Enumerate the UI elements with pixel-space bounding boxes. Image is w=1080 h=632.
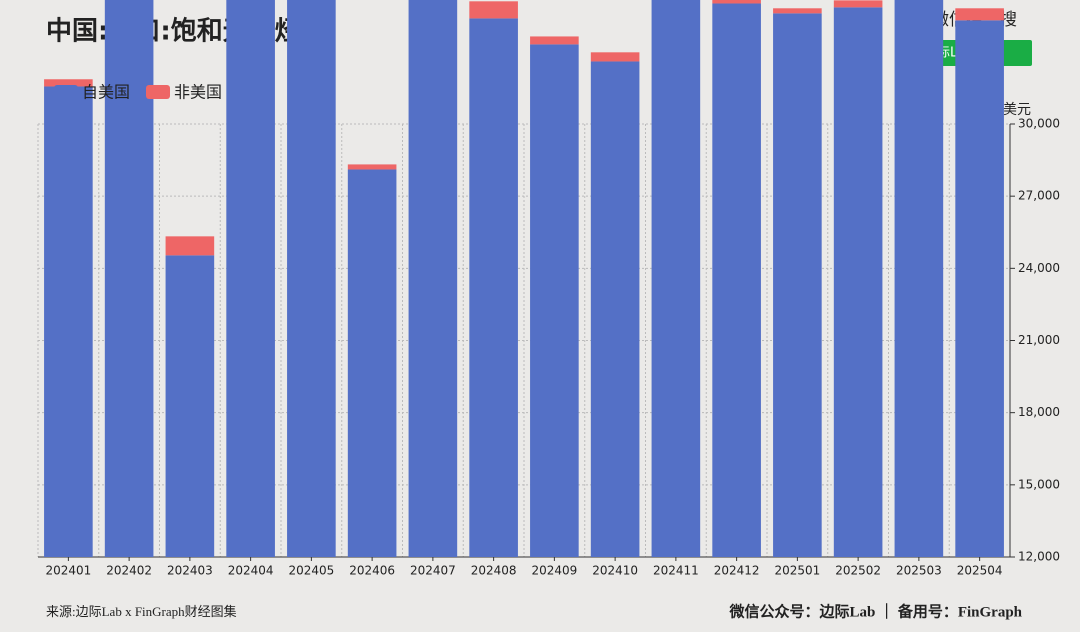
bar-segment — [773, 13, 822, 558]
bar-segment — [165, 255, 215, 558]
bar-segment — [44, 79, 93, 87]
bar-segment — [165, 236, 215, 256]
bar-segment — [955, 8, 1004, 21]
bar-segment — [773, 8, 822, 14]
bar-segment — [955, 20, 1004, 557]
x-tick-label: 202502 — [835, 564, 881, 578]
legend-swatch — [54, 85, 78, 99]
bar-segment — [408, 0, 458, 558]
legend-label: 非美国 — [174, 83, 222, 102]
y-tick-label: 24,000 — [1018, 261, 1060, 275]
bar-segment — [287, 0, 336, 557]
bar-segment — [104, 0, 154, 557]
y-tick-label: 12,000 — [1018, 550, 1060, 564]
y-tick-label: 21,000 — [1018, 333, 1060, 347]
bar-segment — [530, 36, 579, 45]
x-tick-label: 202404 — [228, 564, 274, 578]
x-tick-label: 202401 — [45, 564, 91, 578]
bar-segment — [894, 0, 944, 557]
x-tick-label: 202405 — [288, 564, 334, 578]
bar-segment — [347, 169, 397, 557]
x-tick-label: 202501 — [774, 564, 820, 578]
bar-segment — [347, 164, 397, 170]
y-tick-label: 30,000 — [1018, 117, 1060, 131]
bar-segment — [590, 61, 640, 557]
bar-segment — [530, 44, 579, 558]
x-tick-label: 202504 — [957, 564, 1003, 578]
y-tick-label: 27,000 — [1018, 189, 1060, 203]
x-tick-label: 202503 — [896, 564, 942, 578]
x-tick-label: 202408 — [471, 564, 517, 578]
x-tick-label: 202411 — [653, 564, 699, 578]
bar-segment — [469, 18, 518, 557]
y-tick-label: 15,000 — [1018, 477, 1060, 491]
bar-segment — [833, 7, 883, 557]
bar-segment — [44, 86, 93, 558]
bar-segment — [590, 52, 640, 62]
x-tick-label: 202406 — [349, 564, 395, 578]
legend-label: 自美国 — [82, 83, 130, 102]
x-tick-label: 202407 — [410, 564, 456, 578]
bar-segment — [833, 0, 883, 8]
x-tick-label: 202412 — [714, 564, 760, 578]
x-tick-label: 202410 — [592, 564, 638, 578]
bar-segment — [712, 3, 761, 557]
bar-segment — [469, 1, 518, 19]
account: 微信公众号：边际Lab ｜ 备用号：FinGraph — [728, 602, 1022, 620]
bar-segment — [712, 0, 761, 4]
source: 来源:边际Lab x FinGraph财经图集 — [46, 604, 237, 619]
x-tick-label: 202403 — [167, 564, 213, 578]
legend-swatch — [146, 85, 170, 99]
bar-segment — [651, 0, 701, 558]
x-tick-label: 202402 — [106, 564, 152, 578]
x-tick-label: 202409 — [531, 564, 577, 578]
bar-segment — [226, 0, 275, 558]
y-tick-label: 18,000 — [1018, 405, 1060, 419]
